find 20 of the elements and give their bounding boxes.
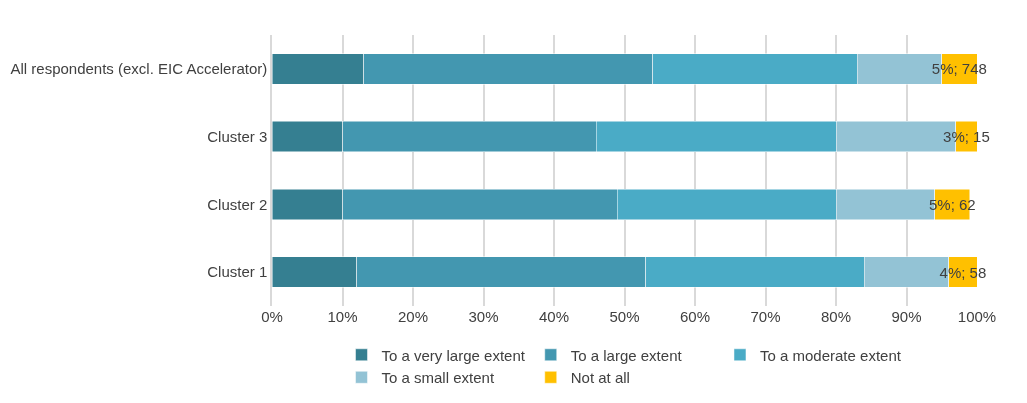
x-tick-label: 90% (891, 308, 922, 325)
legend-label: To a small extent (381, 369, 495, 387)
x-tick-label: 0% (261, 308, 283, 325)
y-tick-label: All respondents (excl. EIC Accelerator) (10, 60, 268, 78)
x-tick-label: 60% (679, 308, 711, 325)
x-tick-label: 50% (609, 308, 640, 325)
x-tick-label: 10% (327, 308, 358, 325)
legend-label: To a moderate extent (759, 346, 902, 364)
y-tick-label: Cluster 1 (207, 263, 268, 281)
legend-label: Not at all (570, 369, 630, 387)
y-tick-label: Cluster 3 (207, 127, 268, 145)
x-tick-label: 70% (750, 308, 781, 325)
x-tick-label: 30% (468, 308, 499, 325)
x-tick-label: 80% (820, 308, 852, 325)
x-tick-label: 20% (397, 308, 429, 325)
x-tick-label: 100% (957, 308, 997, 325)
x-tick-label: 40% (538, 308, 570, 325)
y-tick-label: Cluster 2 (207, 195, 268, 213)
legend-label: To a very large extent (381, 346, 526, 364)
legend-label: To a large extent (570, 346, 683, 364)
